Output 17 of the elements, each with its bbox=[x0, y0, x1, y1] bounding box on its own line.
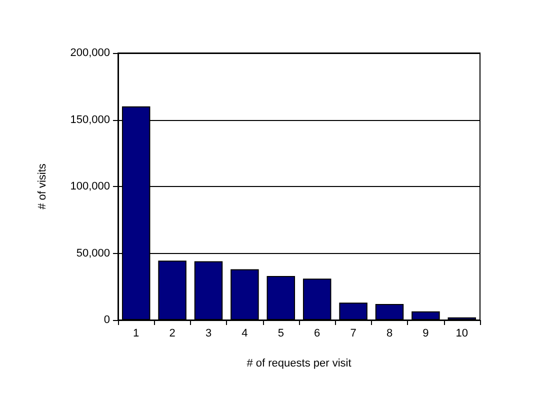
x-tick-label: 1 bbox=[133, 328, 140, 340]
x-tick-label: 4 bbox=[242, 328, 248, 340]
x-tick-label: 2 bbox=[169, 328, 176, 340]
x-tick-label: 8 bbox=[386, 328, 393, 340]
y-tick-label: 50,000 bbox=[76, 247, 110, 260]
x-axis-title: # of requests per visit bbox=[246, 358, 352, 370]
y-tick-label: 100,000 bbox=[70, 180, 110, 192]
x-tick-label: 7 bbox=[350, 328, 356, 340]
y-tick-label: 0 bbox=[104, 314, 110, 326]
y-tick-label: 200,000 bbox=[70, 47, 110, 59]
x-tick-label: 6 bbox=[314, 328, 320, 340]
x-tick-label: 3 bbox=[205, 328, 212, 340]
x-tick-label: 10 bbox=[456, 328, 468, 340]
y-axis-title: # of visits bbox=[36, 163, 48, 210]
x-tick-label: 5 bbox=[278, 328, 284, 340]
y-tick-label: 150,000 bbox=[70, 114, 110, 126]
x-tick-label: 9 bbox=[422, 328, 429, 340]
